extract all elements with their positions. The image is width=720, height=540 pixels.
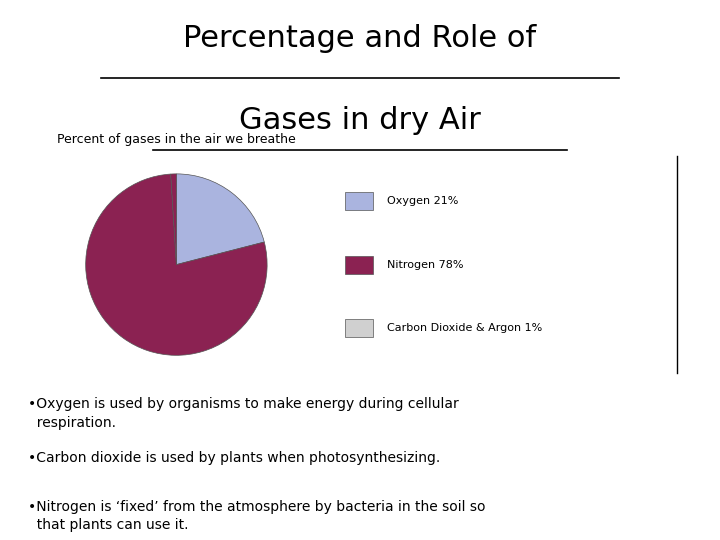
Text: Percentage and Role of: Percentage and Role of: [184, 24, 536, 53]
Bar: [346, 192, 373, 210]
Text: Gases in dry Air: Gases in dry Air: [239, 106, 481, 135]
Text: •Oxygen is used by organisms to make energy during cellular
  respiration.: •Oxygen is used by organisms to make ene…: [28, 397, 459, 430]
Text: Nitrogen 78%: Nitrogen 78%: [387, 260, 463, 269]
Wedge shape: [171, 174, 176, 265]
Wedge shape: [176, 174, 264, 265]
Text: •Nitrogen is ‘fixed’ from the atmosphere by bacteria in the soil so
  that plant: •Nitrogen is ‘fixed’ from the atmosphere…: [28, 500, 486, 532]
Text: •Carbon dioxide is used by plants when photosynthesizing.: •Carbon dioxide is used by plants when p…: [28, 451, 441, 465]
Wedge shape: [86, 174, 267, 355]
Text: Carbon Dioxide & Argon 1%: Carbon Dioxide & Argon 1%: [387, 323, 542, 333]
Bar: [346, 255, 373, 274]
Bar: [346, 319, 373, 337]
Text: Oxygen 21%: Oxygen 21%: [387, 196, 458, 206]
Title: Percent of gases in the air we breathe: Percent of gases in the air we breathe: [57, 133, 296, 146]
